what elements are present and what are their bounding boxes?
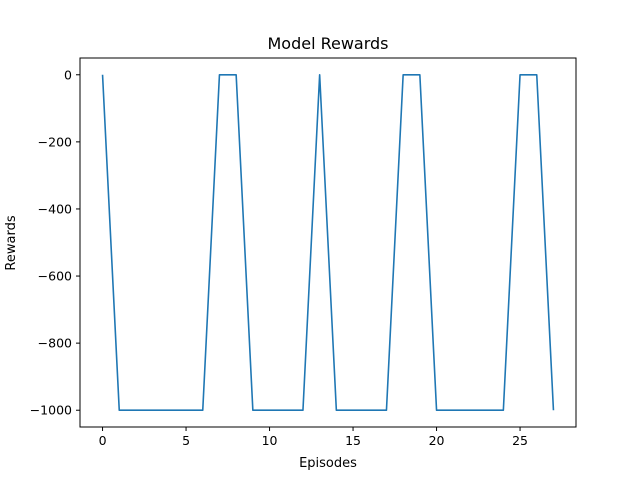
x-tick-label: 10 (262, 433, 278, 448)
x-axis-label: Episodes (299, 456, 357, 471)
x-tick-label: 15 (345, 433, 361, 448)
x-tick-label: 25 (512, 433, 528, 448)
y-tick-label: −800 (38, 336, 72, 351)
y-tick-label: 0 (64, 67, 72, 82)
y-tick-label: −1000 (30, 403, 72, 418)
y-axis-label: Rewards (4, 215, 19, 270)
ticks-layer: 0 5 10 15 20 25 0 −200 −400 −600 −800 −1000 (30, 67, 528, 448)
x-tick-label: 5 (182, 433, 190, 448)
x-tick-label: 0 (99, 433, 107, 448)
y-tick-label: −400 (38, 201, 72, 216)
series-layer (101, 73, 555, 412)
plot-frame (79, 57, 577, 428)
series-line-0 (101, 73, 555, 412)
x-tick-label: 20 (429, 433, 445, 448)
chart-title: Model Rewards (267, 34, 388, 53)
y-tick-label: −600 (38, 269, 72, 284)
y-tick-label: −200 (38, 134, 72, 149)
